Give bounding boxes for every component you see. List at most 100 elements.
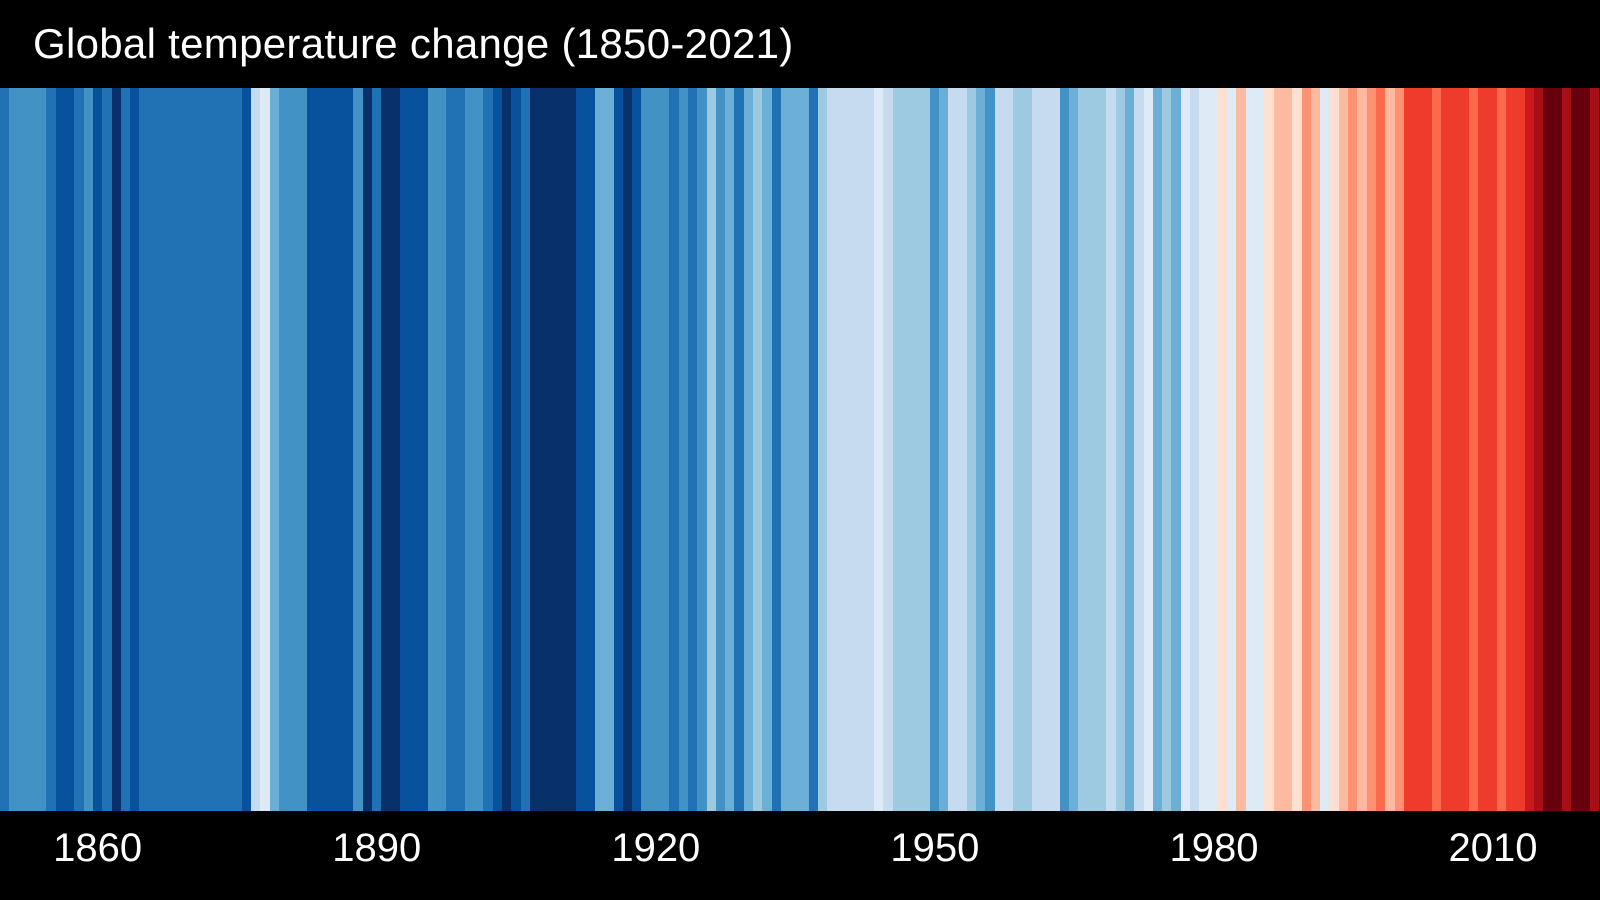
year-stripe-1867 — [158, 88, 168, 811]
year-stripe-2013 — [1515, 88, 1525, 811]
year-stripe-1900 — [464, 88, 475, 811]
year-stripe-1935 — [790, 88, 800, 811]
year-stripe-2018 — [1561, 88, 1572, 811]
year-stripe-1932 — [762, 88, 772, 811]
year-stripe-2002 — [1413, 88, 1423, 811]
year-stripe-1959 — [1013, 88, 1023, 811]
year-stripe-1934 — [780, 88, 791, 811]
year-stripe-1981 — [1217, 88, 1228, 811]
year-stripe-1941 — [846, 88, 856, 811]
year-stripe-1966 — [1078, 88, 1088, 811]
year-stripe-2010 — [1487, 88, 1497, 811]
year-stripe-1905 — [511, 88, 521, 811]
year-stripe-1895 — [418, 88, 428, 811]
year-stripe-1992 — [1320, 88, 1330, 811]
year-stripe-1940 — [836, 88, 847, 811]
year-stripe-1851 — [9, 88, 19, 811]
year-stripe-2009 — [1478, 88, 1488, 811]
year-stripe-1886 — [334, 88, 344, 811]
x-axis: 1860 1890 1920 1950 1980 2010 — [0, 811, 1600, 900]
x-tick-label-1860: 1860 — [53, 826, 143, 870]
year-stripe-1902 — [483, 88, 493, 811]
year-stripe-1960 — [1022, 88, 1032, 811]
year-stripe-1974 — [1152, 88, 1163, 811]
year-stripe-1914 — [595, 88, 605, 811]
year-stripe-1898 — [446, 88, 456, 811]
year-stripe-1995 — [1348, 88, 1358, 811]
year-stripe-1944 — [873, 88, 884, 811]
year-stripe-1956 — [985, 88, 995, 811]
year-stripe-1952 — [948, 88, 958, 811]
year-stripe-1915 — [604, 88, 614, 811]
year-stripe-1993 — [1329, 88, 1339, 811]
year-stripe-1978 — [1190, 88, 1200, 811]
year-stripe-1923 — [678, 88, 688, 811]
year-stripe-1852 — [18, 88, 28, 811]
year-stripe-2019 — [1571, 88, 1581, 811]
year-stripe-1853 — [27, 88, 38, 811]
year-stripe-1875 — [232, 88, 242, 811]
year-stripe-1906 — [520, 88, 530, 811]
figure-title: Global temperature change (1850-2021) — [33, 20, 794, 67]
year-stripe-1920 — [650, 88, 661, 811]
year-stripe-1967 — [1087, 88, 1098, 811]
year-stripe-1962 — [1041, 88, 1051, 811]
year-stripe-1984 — [1245, 88, 1256, 811]
year-stripe-1896 — [427, 88, 437, 811]
year-stripe-1957 — [994, 88, 1005, 811]
year-stripe-1919 — [641, 88, 651, 811]
year-stripe-1891 — [381, 88, 391, 811]
year-stripe-1964 — [1059, 88, 1070, 811]
year-stripe-1910 — [557, 88, 568, 811]
year-stripe-1850 — [0, 88, 10, 811]
year-stripe-1912 — [576, 88, 586, 811]
year-stripe-1947 — [901, 88, 912, 811]
year-stripe-1878 — [260, 88, 270, 811]
year-stripe-1954 — [966, 88, 977, 811]
figure-header: Global temperature change (1850-2021) — [0, 0, 1600, 88]
year-stripe-1955 — [976, 88, 986, 811]
year-stripe-1868 — [167, 88, 177, 811]
year-stripe-1881 — [288, 88, 298, 811]
year-stripe-1980 — [1208, 88, 1218, 811]
year-stripe-1971 — [1124, 88, 1135, 811]
year-stripe-1861 — [102, 88, 112, 811]
year-stripe-1921 — [660, 88, 670, 811]
year-stripe-2012 — [1506, 88, 1516, 811]
year-stripe-1931 — [753, 88, 763, 811]
year-stripe-1854 — [37, 88, 47, 811]
year-stripe-1988 — [1282, 88, 1293, 811]
year-stripe-1965 — [1069, 88, 1079, 811]
year-stripe-1856 — [55, 88, 66, 811]
year-stripe-2005 — [1441, 88, 1451, 811]
year-stripe-1928 — [725, 88, 735, 811]
year-stripe-2000 — [1394, 88, 1404, 811]
year-stripe-1985 — [1255, 88, 1265, 811]
year-stripe-1888 — [353, 88, 363, 811]
year-stripe-2006 — [1450, 88, 1460, 811]
year-stripe-1866 — [148, 88, 159, 811]
x-tick-label-1980: 1980 — [1169, 826, 1259, 870]
year-stripe-1872 — [204, 88, 214, 811]
year-stripe-1936 — [799, 88, 809, 811]
year-stripe-2011 — [1496, 88, 1507, 811]
year-stripe-1892 — [390, 88, 400, 811]
year-stripe-1904 — [502, 88, 512, 811]
year-stripe-1963 — [1050, 88, 1060, 811]
year-stripe-1927 — [715, 88, 726, 811]
year-stripe-2015 — [1533, 88, 1544, 811]
x-tick-label-1920: 1920 — [611, 826, 701, 870]
year-stripe-1884 — [316, 88, 326, 811]
year-stripe-1926 — [706, 88, 716, 811]
year-stripe-2008 — [1468, 88, 1479, 811]
year-stripe-1911 — [567, 88, 577, 811]
year-stripe-1951 — [938, 88, 949, 811]
year-stripe-2020 — [1580, 88, 1590, 811]
year-stripe-1925 — [697, 88, 707, 811]
year-stripe-2007 — [1459, 88, 1469, 811]
year-stripe-1933 — [771, 88, 781, 811]
year-stripe-1874 — [223, 88, 233, 811]
year-stripe-1907 — [529, 88, 540, 811]
year-stripe-1975 — [1162, 88, 1172, 811]
